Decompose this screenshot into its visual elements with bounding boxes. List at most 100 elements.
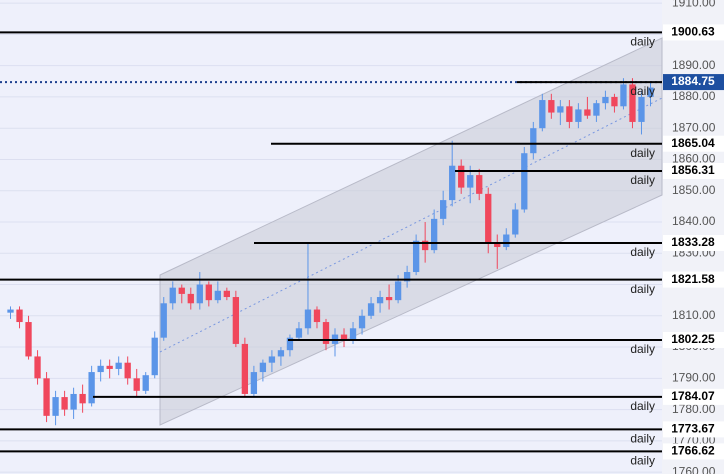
candle-body (349, 328, 357, 341)
y-tick-label: 1870.00 (672, 120, 716, 134)
candle-body (43, 378, 50, 416)
candle-body (124, 362, 131, 379)
candle-body (421, 240, 429, 251)
candle-body (566, 106, 573, 122)
level-note: daily (630, 245, 655, 259)
candle-body (548, 100, 555, 113)
candle-body (187, 293, 194, 304)
candle-body (367, 303, 375, 316)
y-tick-label: 1880.00 (672, 89, 716, 103)
candle-body (494, 243, 501, 248)
candle-body (530, 128, 537, 154)
level-label-box (663, 24, 724, 41)
candle-body (25, 322, 32, 357)
level-label-box (663, 162, 724, 179)
y-tick-label: 1760.00 (672, 464, 716, 474)
candle-body (61, 397, 68, 410)
candle-body (214, 290, 221, 301)
candle-body (629, 84, 636, 122)
candle-body (394, 281, 402, 301)
candle-body (178, 287, 185, 294)
y-tick-label: 1910.00 (672, 0, 716, 9)
candle-body (403, 272, 411, 282)
candle-body (584, 109, 591, 116)
candle-body (250, 372, 258, 394)
level-label: 1833.28 (671, 235, 715, 249)
level-note: daily (630, 35, 655, 49)
candle-body (259, 362, 267, 373)
candle-body (268, 356, 276, 363)
candle-body (575, 109, 582, 122)
candle-body (232, 297, 240, 344)
level-label: 1884.75 (671, 74, 715, 88)
candle-body (467, 175, 474, 188)
candle-body (313, 309, 321, 323)
level-label: 1773.67 (671, 422, 715, 436)
candle-body (106, 365, 113, 369)
level-label: 1900.63 (671, 25, 715, 39)
y-tick-label: 1810.00 (672, 308, 716, 322)
level-label: 1802.25 (671, 332, 715, 346)
candle-body (52, 397, 59, 416)
candle-body (593, 103, 600, 116)
level-label-box (663, 135, 724, 152)
candle-body (647, 87, 654, 97)
candle-body (205, 284, 212, 301)
candle-body (304, 309, 312, 329)
candle-body (521, 153, 528, 210)
candle-body (557, 106, 564, 113)
y-tick-label: 1890.00 (672, 58, 716, 72)
level-note: daily (630, 146, 655, 160)
level-note: daily (630, 282, 655, 296)
candle-body (169, 287, 176, 304)
candle-body (97, 365, 104, 373)
level-note: daily (630, 342, 655, 356)
level-note: daily (630, 399, 655, 413)
candle-body (476, 175, 483, 194)
level-label-box (663, 421, 724, 438)
level-note: daily (630, 173, 655, 187)
level-note: daily (630, 432, 655, 446)
level-label: 1821.58 (671, 272, 715, 286)
level-label: 1784.07 (671, 389, 715, 403)
candle-body (34, 356, 41, 379)
level-label: 1865.04 (671, 136, 715, 150)
level-label-box (663, 74, 724, 91)
candle-body (638, 96, 645, 122)
candle-body (286, 337, 294, 351)
candle-body (223, 290, 230, 298)
candle-body (151, 337, 158, 376)
level-note: daily (630, 84, 655, 98)
candle-body (160, 303, 167, 338)
candle-body (412, 240, 420, 273)
y-tick-label: 1790.00 (672, 370, 716, 384)
candle-body (70, 393, 77, 410)
level-label-box (663, 332, 724, 349)
candle-body (611, 96, 618, 107)
candle-body (458, 165, 465, 188)
candle-body (133, 378, 140, 391)
candle-body (485, 193, 492, 244)
candle-body (340, 334, 348, 341)
candle-body (88, 372, 95, 404)
level-note: daily (630, 454, 655, 468)
level-label-box (663, 388, 724, 405)
y-tick-label: 1780.00 (672, 402, 716, 416)
candle-body (196, 284, 203, 304)
candle-body (539, 100, 546, 129)
candle-body (440, 200, 447, 219)
candle-body (7, 309, 14, 313)
candle-body (142, 375, 149, 391)
candle-body (115, 362, 122, 369)
candle-body (241, 343, 249, 394)
candle-body (376, 297, 384, 304)
candle-body (277, 350, 285, 357)
candle-body (322, 322, 330, 344)
candle-body (385, 297, 393, 301)
candle-body (431, 218, 438, 251)
y-tick-label: 1860.00 (672, 152, 716, 166)
candle-body (620, 84, 627, 107)
level-label-box (663, 235, 724, 252)
channel (159, 37, 663, 426)
